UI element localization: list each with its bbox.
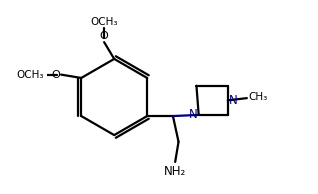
Text: O: O [52,70,60,80]
Text: NH₂: NH₂ [164,165,186,178]
Text: N: N [189,108,197,121]
Text: OCH₃: OCH₃ [90,17,118,27]
Text: CH₃: CH₃ [248,92,267,102]
Text: OCH₃: OCH₃ [16,70,44,80]
Text: O: O [100,31,108,41]
Text: N: N [229,94,238,107]
